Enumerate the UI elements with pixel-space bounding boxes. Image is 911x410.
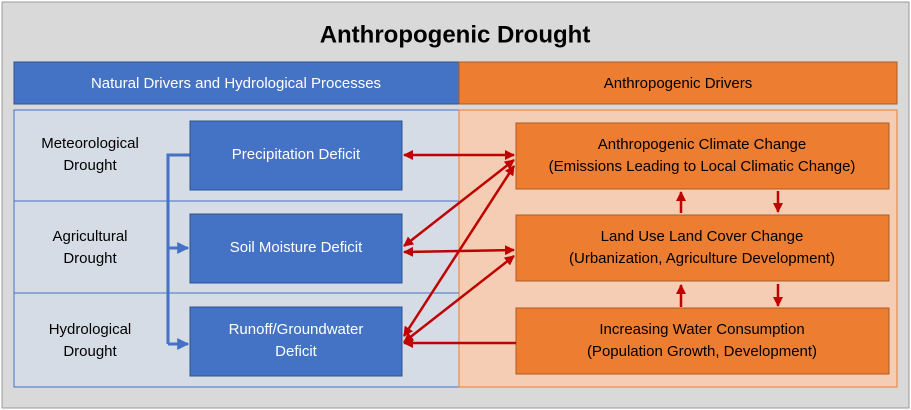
driver-text: (Emissions Leading to Local Climatic Cha… bbox=[549, 158, 856, 175]
row-label: Hydrological bbox=[49, 321, 132, 338]
driver-box bbox=[515, 214, 890, 282]
row-label: Drought bbox=[63, 343, 117, 360]
row-label: Drought bbox=[63, 157, 117, 174]
driver-box bbox=[515, 307, 890, 375]
process-box bbox=[189, 306, 403, 377]
process-box bbox=[189, 213, 403, 284]
process-text: Deficit bbox=[275, 343, 318, 360]
right-header: Anthropogenic Drivers bbox=[604, 75, 752, 92]
driver-text: (Urbanization, Agriculture Development) bbox=[569, 250, 835, 267]
driver-box bbox=[515, 122, 890, 190]
process-text: Runoff/Groundwater bbox=[229, 321, 364, 338]
connector bbox=[166, 153, 190, 350]
driver-text: Increasing Water Consumption bbox=[599, 321, 804, 338]
driver-text: Land Use Land Cover Change bbox=[601, 228, 804, 245]
row-label: Agricultural bbox=[52, 228, 127, 245]
bracket bbox=[166, 153, 190, 344]
row-label: Meteorological bbox=[41, 135, 139, 152]
arrow bbox=[403, 255, 515, 343]
driver-text: Anthropogenic Climate Change bbox=[598, 136, 806, 153]
row-label: Drought bbox=[63, 250, 117, 267]
process-text: Precipitation Deficit bbox=[232, 146, 361, 163]
process-text: Soil Moisture Deficit bbox=[230, 239, 363, 256]
process-box bbox=[189, 120, 403, 191]
red-arrows bbox=[402, 150, 783, 348]
title: Anthropogenic Drought bbox=[320, 21, 591, 48]
driver-text: (Population Growth, Development) bbox=[587, 343, 817, 360]
left-header-bar bbox=[13, 61, 460, 105]
left-header: Natural Drivers and Hydrological Process… bbox=[91, 75, 381, 92]
right-header-bar bbox=[458, 61, 898, 105]
